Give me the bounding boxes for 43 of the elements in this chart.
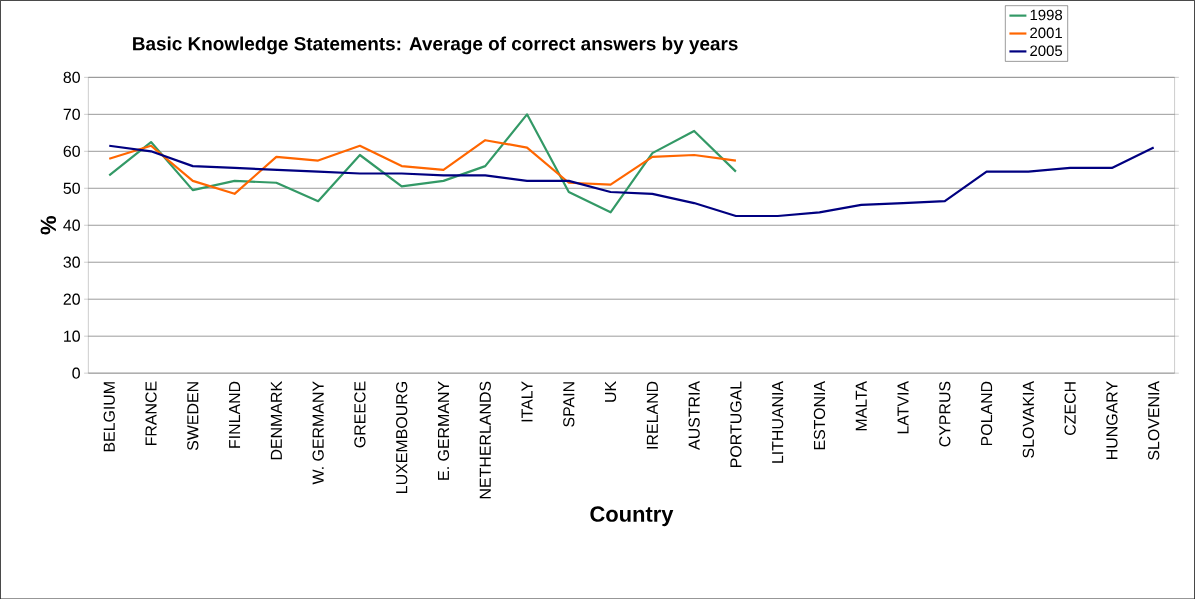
x-tick-label: SWEDEN	[187, 382, 199, 450]
x-axis-title: Country	[590, 506, 674, 527]
y-tick-label: 80	[63, 71, 80, 83]
y-tick-label: 20	[63, 293, 80, 305]
x-tick-label: IRELAND	[646, 381, 658, 449]
legend-label: 2001	[1030, 27, 1062, 38]
legend-label: 1998	[1030, 9, 1063, 21]
x-tick-label: MALTA	[855, 380, 867, 431]
line-series	[108, 113, 738, 214]
x-tick-label: LUXEMBOURG	[396, 381, 408, 493]
x-tick-label: ITALY	[521, 381, 533, 422]
x-tick-label: FRANCE	[145, 381, 157, 445]
y-tick-label: 30	[63, 256, 80, 268]
x-tick-label: HUNGARY	[1106, 381, 1118, 459]
x-tick-label: SLOVENIA	[1148, 380, 1160, 460]
x-tick-label: FINLAND	[229, 381, 241, 448]
x-tick-label: UK	[605, 380, 617, 402]
y-tick-label: 50	[63, 182, 80, 194]
y-tick-label: 0	[72, 367, 80, 379]
x-tick-label: DENMARK	[270, 380, 282, 460]
y-tick-label: 40	[63, 219, 80, 231]
y-tick-label: 70	[63, 108, 80, 120]
x-tick-label: SLOVAKIA	[1022, 380, 1034, 458]
x-tick-label: E. GERMANY	[437, 381, 450, 480]
x-tick-label: GREECE	[354, 381, 366, 448]
x-tick-label: SPAIN	[563, 382, 575, 427]
x-tick-label: LITHUANIA	[772, 380, 784, 463]
y-tick-label: 10	[64, 330, 80, 342]
x-tick-label: CYPRUS	[939, 381, 951, 447]
x-tick-label: POLAND	[980, 381, 993, 445]
x-tick-label: LATVIA	[897, 380, 909, 434]
x-tick-label: AUSTRIA	[688, 380, 700, 450]
legend-label: 2005	[1030, 45, 1063, 56]
x-tick-label: CZECH	[1064, 382, 1076, 435]
y-axis-title: %	[40, 215, 57, 235]
line-series	[108, 138, 738, 195]
y-tick-label: 60	[63, 145, 80, 157]
x-tick-label: W. GERMANY	[312, 381, 324, 485]
x-tick-label: ESTONIA	[813, 380, 826, 450]
x-tick-label: PORTUGAL	[730, 381, 742, 467]
x-tick-label: BELGIUM	[103, 382, 115, 452]
x-tick-label: NETHERLANDS	[479, 381, 491, 499]
chart-title: Basic Knowledge Statements: Average of correct answers by years	[133, 36, 738, 55]
